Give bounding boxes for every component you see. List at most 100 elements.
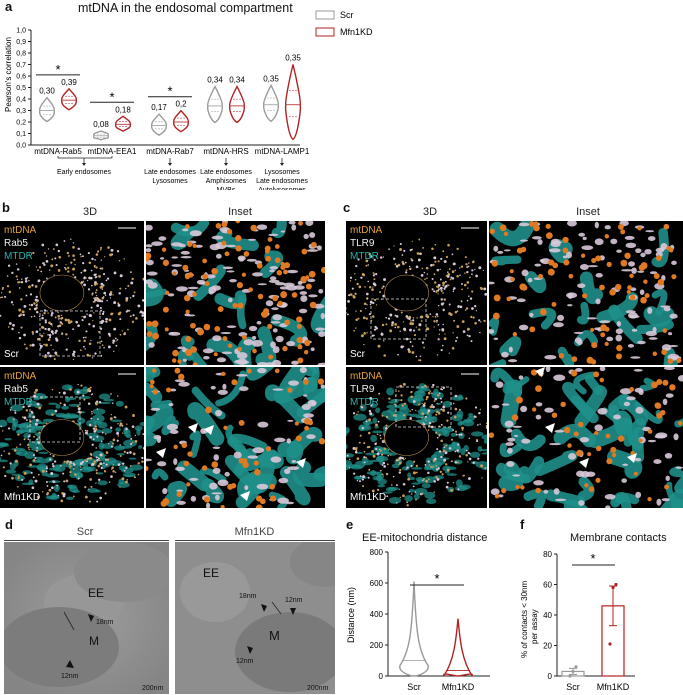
value-label-mfn1kd: 0,18 [115, 105, 131, 114]
y-tick-label: 0,4 [16, 97, 26, 104]
channel-mtdr: MTDR [350, 397, 379, 408]
distance-label: 12nm [61, 673, 79, 680]
panel-a-title: mtDNA in the endosomal compartment [78, 1, 293, 15]
arrowhead-icon [627, 453, 637, 463]
channel-tlr9: TLR9 [350, 384, 375, 395]
distance-label: 12nm [285, 597, 303, 604]
panel-f-chart: 0 20 40 60 80 % of contacts < 30nm per assay… [520, 550, 635, 692]
y-tick-label: 0 [548, 672, 553, 681]
panel-d-right-title: Mfn1KD [234, 526, 275, 538]
condition-label: Scr [4, 349, 19, 360]
panel-c-3d-header: 3D [422, 206, 438, 218]
arrowhead-icon [545, 423, 555, 433]
distance-label: 12nm [236, 658, 254, 665]
value-label-mfn1kd: 0,2 [175, 100, 187, 109]
legend-kd-label: Mfn1KD [340, 27, 373, 37]
violin-scr [150, 113, 168, 136]
y-tick-label: 0 [379, 672, 384, 681]
panel-d-left-title: Scr [76, 526, 94, 538]
y-tick-label: 20 [543, 642, 552, 651]
panel-e-ylabel: Distance (nm) [346, 587, 356, 643]
category-label: mtDNA-LAMP1 [255, 147, 310, 156]
panel-d-scr-tem-image: EE 18nm M 12nm 200nm [4, 542, 169, 694]
condition-label: Scr [350, 349, 365, 360]
panel-d-letter: d [5, 517, 13, 532]
significance-star: * [434, 571, 439, 586]
annotation-label: Amphisomes [206, 178, 247, 185]
annotation-label: Late endosomes [200, 169, 252, 176]
y-tick-label: 0,3 [16, 108, 26, 115]
value-label-mfn1kd: 0,35 [285, 54, 301, 63]
panel-f-ylabel-line2: per assay [530, 609, 539, 644]
distance-label: 18nm [239, 593, 257, 600]
y-tick-label: 0,5 [16, 85, 26, 92]
category-label: mtDNA-EEA1 [88, 147, 137, 156]
violin-Mfn1KD [443, 618, 473, 677]
panel-b-letter: b [2, 200, 10, 215]
channel-rab5: Rab5 [4, 384, 28, 395]
panel-b-kd-inset-image [146, 367, 325, 508]
condition-label: Mfn1KD [350, 492, 387, 503]
significance-star: * [109, 89, 114, 104]
annotation-label: Autolysosomes [258, 187, 306, 190]
value-label-scr: 0,34 [207, 76, 223, 85]
panel-d-kd-tem-image: EE 18nm 12nm M 12nm 200nm [175, 542, 335, 694]
legend-scr-label: Scr [340, 10, 354, 20]
scale-bar-label: 200nm [142, 685, 164, 692]
violin-scr [92, 130, 110, 141]
y-tick-label: 200 [370, 641, 384, 650]
category-label-scr: Scr [407, 682, 421, 692]
panel-a-chart: 0,0 0,1 0,2 0,3 0,4 0,5 0,6 0,7 0,8 0,9 1,0 Pearso… [4, 10, 373, 190]
value-label-scr: 0,30 [39, 87, 55, 96]
channel-rab5: Rab5 [4, 238, 28, 249]
data-point [568, 674, 572, 678]
channel-mtdna: mtDNA [350, 225, 383, 236]
annotation-label: Late endosomes [144, 169, 196, 176]
category-label-kd: Mfn1KD [442, 682, 475, 692]
significance-star: * [590, 551, 595, 566]
panel-b-scr-3d-image: mtDNA Rab5 MTDR Scr [0, 221, 144, 365]
arrowhead-icon [296, 458, 306, 468]
arrowhead-icon [535, 367, 545, 377]
panel-b-kd-3d-image: mtDNA Rab5 MTDR Mfn1KD [0, 367, 144, 508]
panel-e-title: EE-mitochondria distance [362, 532, 488, 544]
channel-mtdna: mtDNA [350, 371, 383, 382]
panel-f-title: Membrane contacts [570, 532, 667, 544]
category-label-kd: Mfn1KD [597, 682, 630, 692]
panel-a-ylabel: Pearson's correlation [4, 37, 13, 112]
y-tick-label: 0,6 [16, 74, 26, 81]
data-point [614, 582, 618, 587]
arrowhead-icon [204, 425, 214, 435]
y-tick-label: 40 [543, 611, 552, 620]
channel-mtdr: MTDR [4, 251, 33, 262]
panel-c-inset-header: Inset [576, 206, 600, 218]
value-label-mfn1kd: 0,39 [61, 78, 77, 87]
y-tick-label: 400 [370, 610, 384, 619]
value-label-mfn1kd: 0,34 [229, 76, 245, 85]
y-tick-label: 0,0 [16, 143, 26, 150]
data-point [571, 669, 575, 674]
panel-a-letter: a [5, 0, 13, 14]
ee-label: EE [203, 566, 220, 580]
annotation-label: Lysosomes [152, 178, 188, 185]
significance-star: * [167, 84, 172, 99]
channel-tlr9: TLR9 [350, 238, 375, 249]
panel-f-letter: f [520, 517, 525, 532]
violin-Scr [399, 581, 429, 677]
value-label-scr: 0,08 [93, 120, 109, 129]
annotation-label: Lysosomes [264, 169, 300, 176]
y-tick-label: 80 [543, 550, 552, 559]
arrowhead-icon [156, 448, 166, 458]
y-tick-label: 0,2 [16, 120, 26, 127]
y-tick-label: 800 [370, 548, 384, 557]
annotation-label: Early endosomes [57, 169, 112, 176]
panel-b-inset-header: Inset [228, 206, 252, 218]
panel-c-kd-3d-image: mtDNA TLR9 MTDR Mfn1KD [346, 367, 487, 508]
violin-scr [262, 83, 280, 123]
y-tick-label: 60 [543, 581, 552, 590]
value-label-scr: 0,35 [263, 74, 279, 83]
y-tick-label: 0,1 [16, 131, 26, 138]
annotation-label: MVBs [217, 187, 236, 190]
panel-e-letter: e [346, 517, 354, 532]
panel-e-chart: 0 200 400 600 800 Distance (nm) * Scr Mfn1KD [346, 548, 490, 692]
